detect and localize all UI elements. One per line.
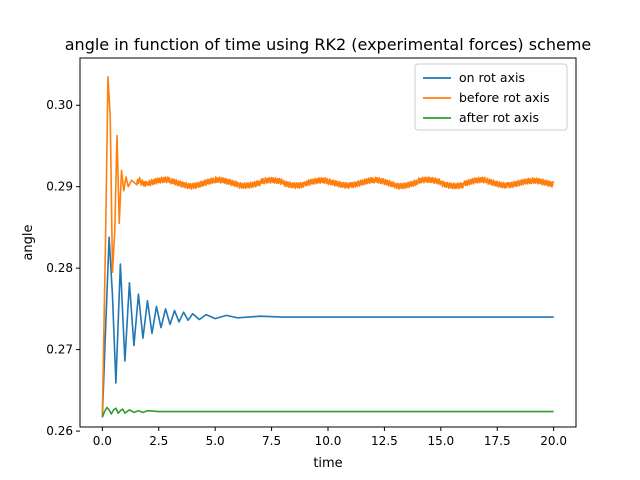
legend-entry: on rot axis xyxy=(459,70,525,85)
x-tick-label: 17.5 xyxy=(484,434,511,448)
y-tick-label: 0.29 xyxy=(46,180,73,194)
x-tick-label: 15.0 xyxy=(427,434,454,448)
chart-title: angle in function of time using RK2 (exp… xyxy=(65,35,592,54)
y-tick-label: 0.26 xyxy=(46,424,73,438)
series-line-1 xyxy=(101,75,555,418)
series-line-2 xyxy=(101,406,554,418)
x-tick-label: 7.5 xyxy=(262,434,281,448)
x-tick-label: 5.0 xyxy=(206,434,225,448)
x-tick-label: 12.5 xyxy=(371,434,398,448)
x-axis-label: time xyxy=(313,456,342,471)
y-axis-label: angle xyxy=(21,224,36,260)
y-tick-label: 0.27 xyxy=(46,343,73,357)
series-line-0 xyxy=(101,236,554,418)
plot-area xyxy=(101,75,555,418)
ticks: 0.0 2.5 5.0 7.5 10.0 12.5 15.0 17.5 20.0 0.26 0.27… xyxy=(46,98,567,448)
legend-box xyxy=(414,63,568,131)
legend: on rot axis before rot axis after rot axis xyxy=(414,63,568,131)
x-tick-label: 10.0 xyxy=(315,434,342,448)
x-tick-label: 0.0 xyxy=(93,434,112,448)
legend-entry: before rot axis xyxy=(459,90,550,105)
x-tick-label: 20.0 xyxy=(540,434,567,448)
legend-entry: after rot axis xyxy=(459,110,539,125)
x-tick-label: 2.5 xyxy=(149,434,168,448)
y-tick-label: 0.30 xyxy=(46,98,73,112)
y-tick-label: 0.28 xyxy=(46,261,73,275)
